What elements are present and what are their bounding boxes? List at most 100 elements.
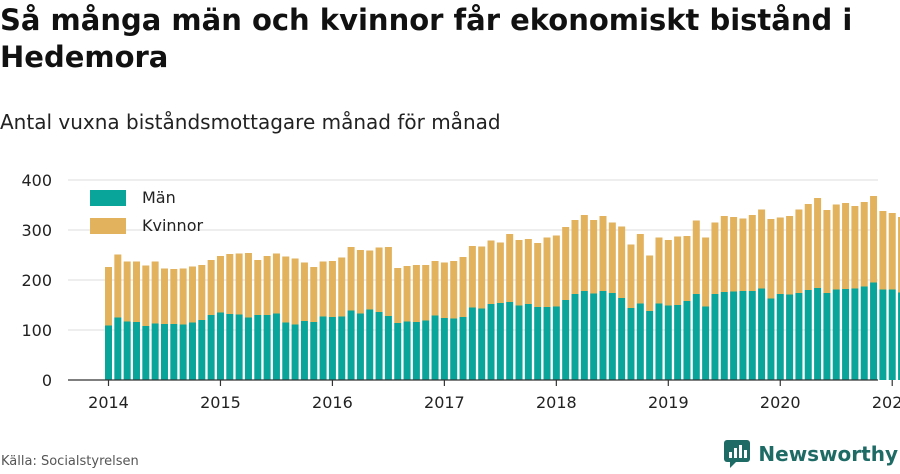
bar-men bbox=[571, 294, 579, 380]
x-tick-label: 2017 bbox=[424, 393, 465, 412]
bar-men bbox=[767, 298, 775, 380]
bar-men bbox=[282, 322, 290, 380]
bar-women bbox=[674, 236, 682, 305]
bar-women bbox=[580, 215, 588, 291]
legend-swatch-women bbox=[90, 218, 126, 234]
bar-women bbox=[282, 256, 290, 323]
bar-women bbox=[664, 240, 672, 306]
bar-women bbox=[114, 254, 122, 318]
bar-women bbox=[478, 246, 486, 309]
bar-women bbox=[384, 247, 392, 316]
y-tick-label: 200 bbox=[21, 271, 52, 290]
bar-men bbox=[114, 317, 122, 380]
bar-men bbox=[655, 303, 663, 380]
bar-men bbox=[664, 305, 672, 380]
brand-logo[interactable]: Newsworthy bbox=[724, 440, 898, 468]
bar-men bbox=[823, 293, 831, 380]
bar-women bbox=[832, 204, 840, 290]
legend-label-women: Kvinnor bbox=[142, 216, 203, 235]
bar-men bbox=[674, 305, 682, 380]
bar-men bbox=[702, 306, 710, 380]
bar-women bbox=[683, 236, 691, 301]
bar-men bbox=[151, 323, 159, 380]
bar-men bbox=[748, 291, 756, 380]
bar-men bbox=[216, 312, 224, 380]
bar-women bbox=[888, 213, 896, 290]
bar-women bbox=[366, 250, 374, 310]
bar-women bbox=[338, 257, 346, 317]
bar-men bbox=[776, 294, 784, 380]
bar-women bbox=[487, 240, 495, 304]
source-note: Källa: Socialstyrelsen bbox=[1, 454, 139, 469]
bar-men bbox=[506, 302, 514, 380]
bar-women bbox=[105, 267, 112, 326]
bar-women bbox=[702, 237, 710, 307]
bar-women bbox=[599, 216, 607, 291]
bar-men bbox=[795, 293, 803, 380]
bar-women bbox=[506, 234, 514, 302]
bar-women bbox=[590, 220, 598, 294]
bar-women bbox=[543, 237, 551, 307]
bar-men bbox=[160, 324, 168, 380]
newsworthy-logo-icon bbox=[724, 440, 751, 468]
bar-men bbox=[524, 304, 532, 380]
bar-men bbox=[319, 316, 327, 380]
bar-men bbox=[730, 291, 738, 380]
bar-women bbox=[711, 222, 719, 294]
legend: Män Kvinnor bbox=[90, 188, 203, 235]
x-tick-label: 2020 bbox=[760, 393, 801, 412]
bar-women bbox=[758, 209, 766, 289]
bar-men bbox=[898, 292, 900, 380]
y-tick-label: 400 bbox=[21, 171, 52, 190]
bar-men bbox=[300, 321, 308, 380]
bar-women bbox=[720, 216, 728, 292]
bar-women bbox=[804, 204, 812, 290]
bar-men bbox=[422, 320, 430, 380]
bar-men bbox=[440, 318, 448, 380]
bar-men bbox=[814, 288, 822, 380]
bar-men bbox=[786, 294, 794, 380]
bar-women bbox=[814, 198, 822, 288]
bar-women bbox=[272, 253, 280, 314]
bar-women bbox=[319, 261, 327, 317]
bar-women bbox=[160, 268, 168, 324]
bar-men bbox=[375, 312, 383, 380]
bar-men bbox=[543, 307, 551, 380]
bar-women bbox=[767, 219, 775, 299]
bar-men bbox=[842, 289, 850, 380]
bar-women bbox=[356, 250, 364, 314]
bar-men bbox=[692, 294, 700, 380]
bar-men bbox=[758, 288, 766, 380]
bar-men bbox=[739, 291, 747, 380]
bar-women bbox=[524, 239, 532, 304]
bar-women bbox=[692, 220, 700, 294]
x-tick-label: 2019 bbox=[648, 393, 689, 412]
bar-men bbox=[132, 322, 140, 380]
bar-women bbox=[310, 267, 318, 322]
bar-men bbox=[356, 313, 364, 380]
bar-men bbox=[207, 315, 215, 380]
bar-men bbox=[646, 311, 654, 380]
bar-men bbox=[179, 324, 187, 380]
bar-men bbox=[618, 298, 626, 380]
chart-title: Så många män och kvinnor får ekonomiskt … bbox=[0, 3, 853, 74]
bar-women bbox=[188, 266, 196, 323]
bar-women bbox=[254, 260, 262, 315]
bar-women bbox=[552, 235, 560, 307]
axes: 0 100 200 300 400 2014 2015 2016 2017 2018 2019 202… bbox=[21, 171, 900, 412]
legend-swatch-men bbox=[90, 190, 126, 206]
bar-women bbox=[646, 255, 654, 311]
bar-women bbox=[776, 217, 784, 294]
bar-women bbox=[347, 247, 355, 311]
bar-men bbox=[188, 322, 196, 380]
bar-women bbox=[412, 265, 420, 322]
bar-men bbox=[478, 308, 486, 380]
bar-women bbox=[263, 256, 271, 315]
bar-men bbox=[627, 308, 635, 380]
bar-women bbox=[440, 262, 448, 318]
bar-women bbox=[627, 244, 635, 308]
bar-men bbox=[851, 288, 859, 380]
bar-men bbox=[459, 317, 467, 380]
bar-men bbox=[235, 314, 243, 380]
bar-men bbox=[263, 315, 271, 380]
